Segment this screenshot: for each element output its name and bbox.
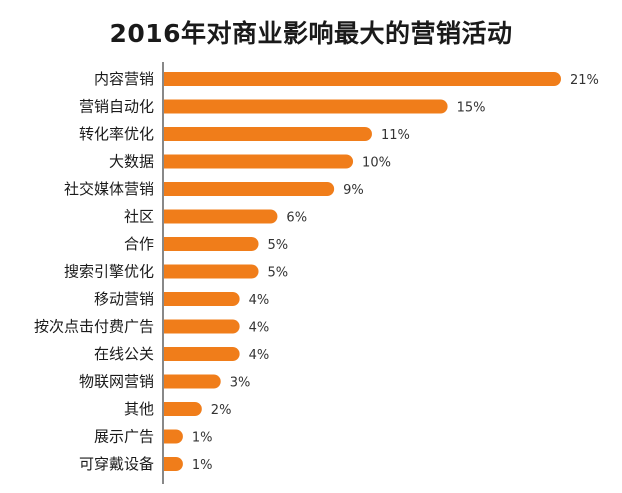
value-label-1: 15% <box>457 101 486 116</box>
bar-base-6 <box>164 237 171 251</box>
bar-4 <box>164 182 335 196</box>
bar-base-8 <box>164 292 171 306</box>
value-labels-group: 21% 15% 11% 10% 9% 6% 5% 5% 4% 4% 4% 3% 2% 1% 1% <box>192 73 599 473</box>
bar-base-10 <box>164 347 171 361</box>
bar-base-12 <box>164 402 171 416</box>
bar-base-1 <box>164 99 171 114</box>
category-label-3: 大数据 <box>109 153 154 171</box>
category-label-2: 转化率优化 <box>79 125 154 143</box>
category-label-11: 物联网营销 <box>79 373 154 391</box>
value-label-5: 6% <box>286 211 307 226</box>
bar-9 <box>164 319 240 334</box>
value-label-10: 4% <box>249 348 270 363</box>
bar-base-2 <box>164 127 171 141</box>
bar-3 <box>164 154 354 169</box>
value-label-12: 2% <box>211 403 232 418</box>
value-label-0: 21% <box>570 73 599 88</box>
value-label-4: 9% <box>343 183 364 198</box>
category-label-14: 可穿戴设备 <box>79 455 154 473</box>
category-label-7: 搜索引擎优化 <box>64 263 154 281</box>
bar-6 <box>164 237 259 251</box>
value-label-3: 10% <box>362 156 391 171</box>
bar-base-4 <box>164 182 171 196</box>
value-label-13: 1% <box>192 431 213 446</box>
category-label-6: 合作 <box>124 235 154 253</box>
category-label-1: 营销自动化 <box>79 98 154 116</box>
bar-5 <box>164 209 278 224</box>
value-label-14: 1% <box>192 458 213 473</box>
bar-1 <box>164 99 448 114</box>
bar-base-5 <box>164 209 171 224</box>
value-label-8: 4% <box>249 293 270 308</box>
category-label-12: 其他 <box>124 400 154 418</box>
bar-base-14 <box>164 457 171 471</box>
bar-base-9 <box>164 319 171 334</box>
bar-base-3 <box>164 154 171 169</box>
chart-title: 2016年对商业影响最大的营销活动 <box>109 19 513 48</box>
bars-group <box>164 72 561 471</box>
bar-base-11 <box>164 374 171 389</box>
bar-base-7 <box>164 264 171 279</box>
value-label-2: 11% <box>381 128 410 143</box>
category-label-0: 内容营销 <box>94 70 154 88</box>
bar-2 <box>164 127 372 141</box>
category-label-13: 展示广告 <box>94 428 154 446</box>
bar-12 <box>164 402 202 416</box>
bar-10 <box>164 347 240 361</box>
category-label-5: 社区 <box>124 208 154 226</box>
bar-0 <box>164 72 561 86</box>
value-label-9: 4% <box>249 321 270 336</box>
category-labels-group: 内容营销营销自动化转化率优化大数据社交媒体营销社区合作搜索引擎优化移动营销按次点… <box>34 70 154 473</box>
category-label-10: 在线公关 <box>94 345 154 363</box>
bar-base-13 <box>164 429 171 444</box>
category-label-4: 社交媒体营销 <box>64 180 154 198</box>
value-label-7: 5% <box>268 266 289 281</box>
bar-base-0 <box>164 72 171 86</box>
bar-7 <box>164 264 259 279</box>
bar-8 <box>164 292 240 306</box>
category-label-9: 按次点击付费广告 <box>34 318 154 336</box>
bar-11 <box>164 374 221 389</box>
value-label-6: 5% <box>268 238 289 253</box>
value-label-11: 3% <box>230 376 251 391</box>
category-label-8: 移动营销 <box>94 290 154 308</box>
